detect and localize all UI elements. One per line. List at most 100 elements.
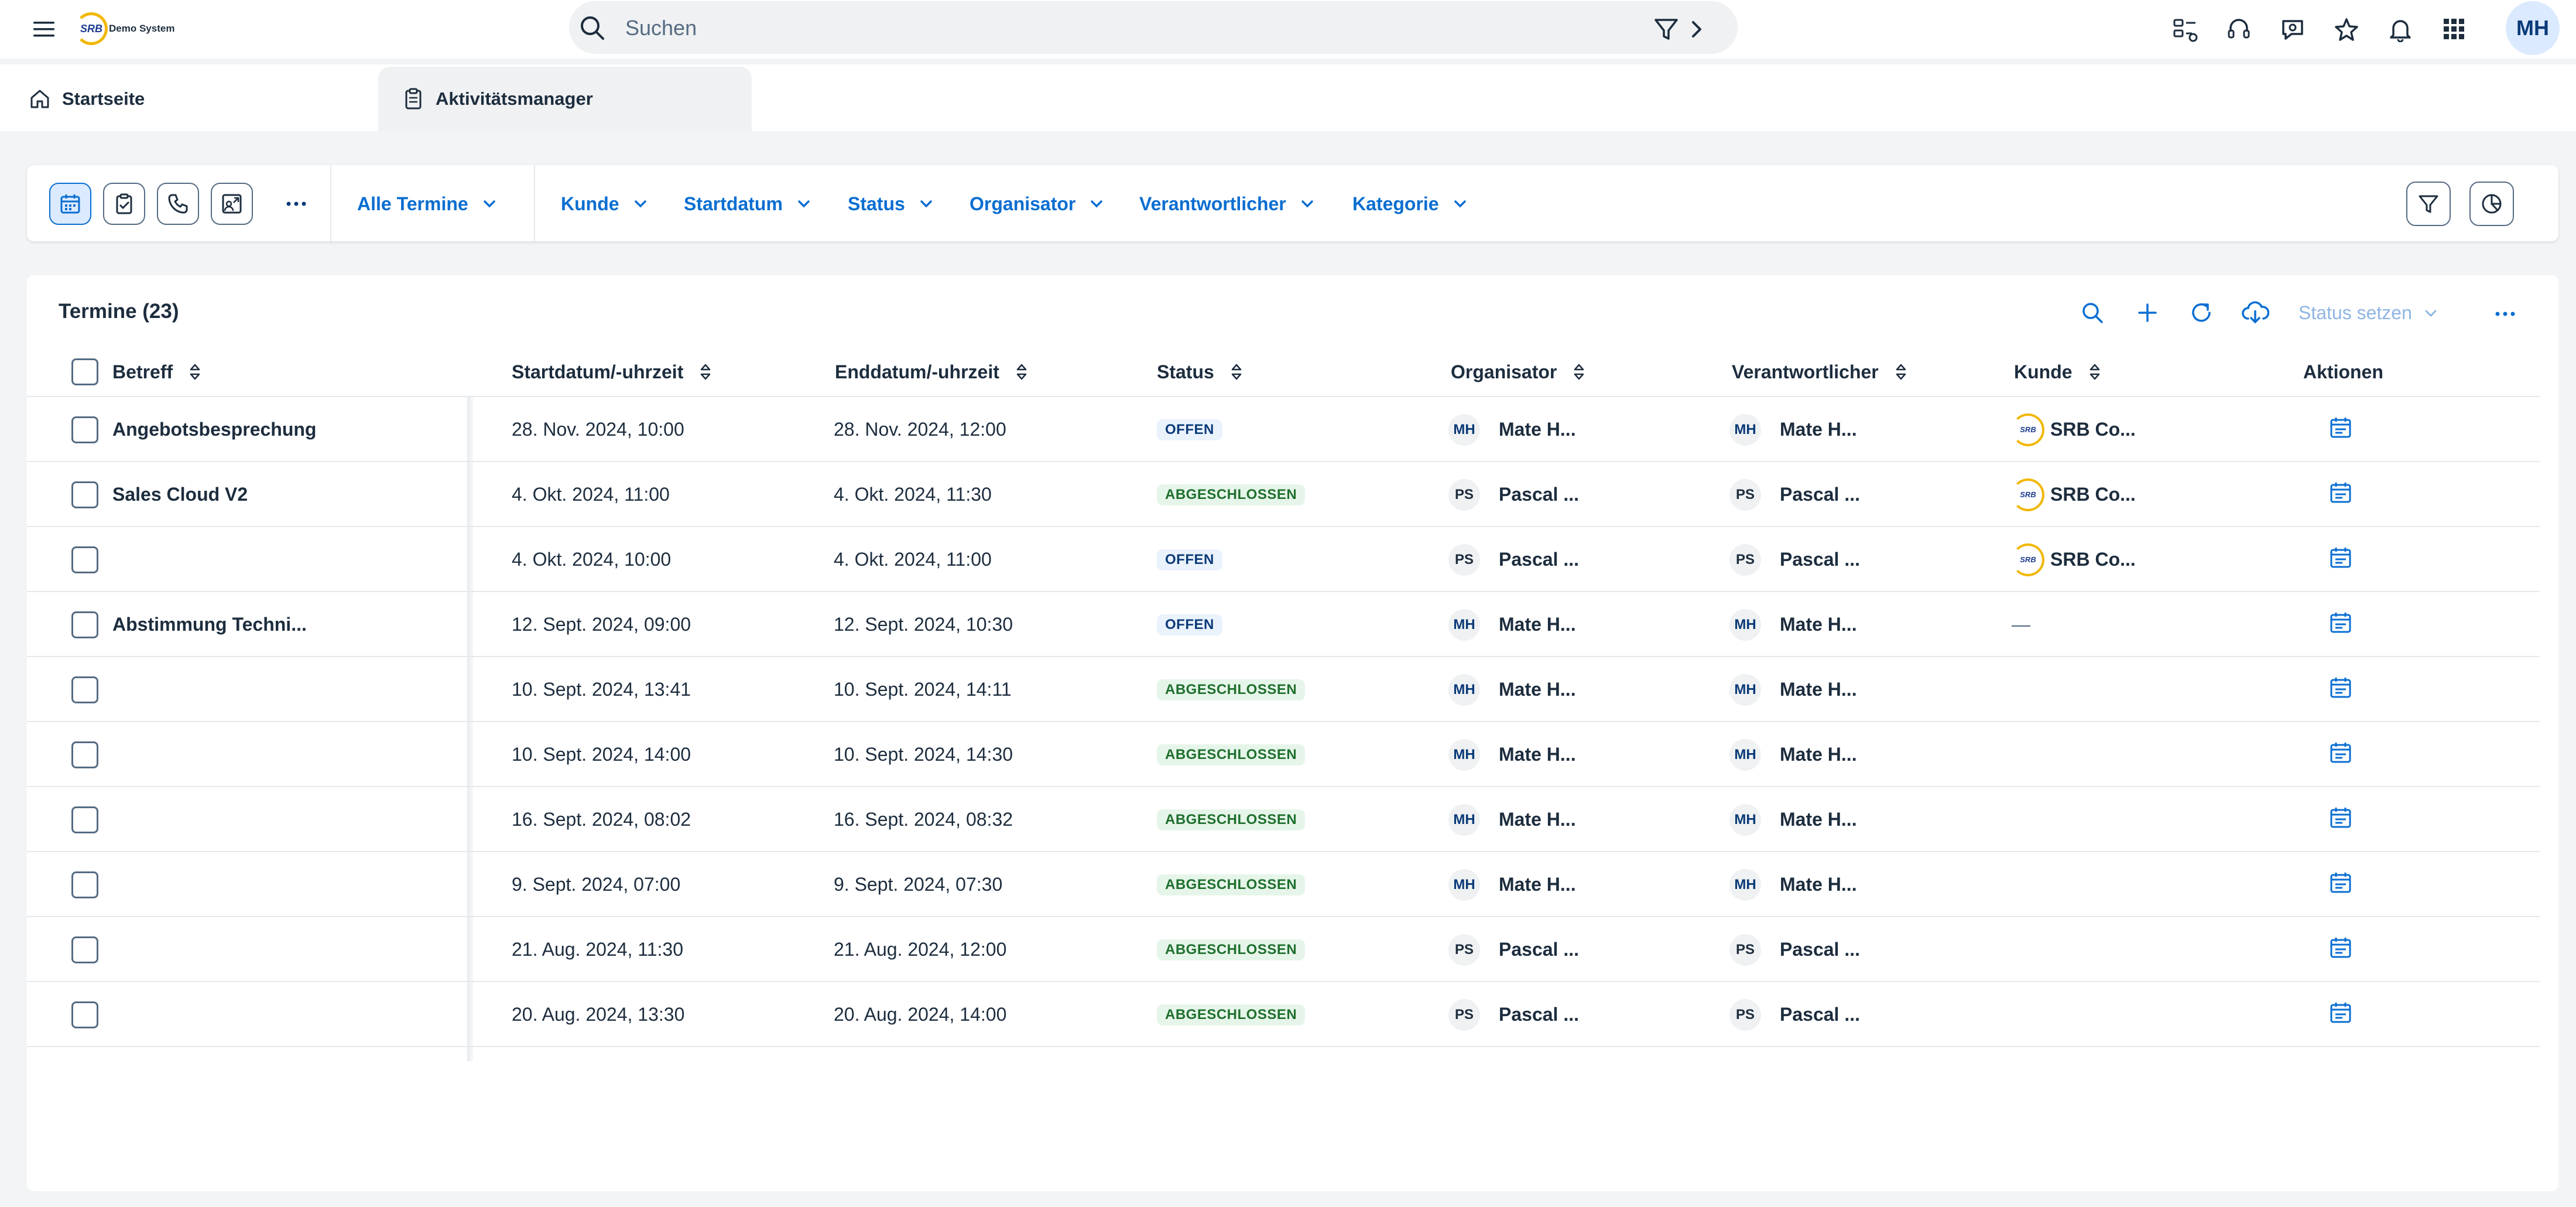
filter-kunde[interactable]: Kunde [561, 189, 649, 219]
tab-aktivitaetsmanager[interactable]: Aktivitätsmanager [378, 67, 752, 131]
headset-icon[interactable] [2222, 13, 2255, 46]
calendar-action-icon[interactable] [2328, 675, 2354, 705]
view-selector[interactable]: Alle Termine [357, 189, 498, 219]
tab-startseite[interactable]: Startseite [28, 67, 145, 131]
calendar-type-button[interactable] [49, 183, 91, 225]
filter-startdatum[interactable]: Startdatum [684, 189, 812, 219]
row-checkbox[interactable] [71, 871, 98, 898]
calendar-action-icon[interactable] [2328, 805, 2354, 835]
table-row[interactable]: Sales Cloud V2 4. Okt. 2024, 11:00 4. Okt.… [27, 462, 2540, 527]
table-row[interactable]: Angebotsbesprechung 28. Nov. 2024, 10:00 2… [27, 397, 2540, 462]
cell-kunde[interactable]: SRB SRB Co... [2012, 397, 2136, 462]
company-logo[interactable]: SRB Demo System [75, 11, 174, 47]
table-row[interactable]: Abstimmung Techni... 12. Sept. 2024, 09:0… [27, 592, 2540, 657]
table-row[interactable]: 10. Sept. 2024, 14:00 10. Sept. 2024, 14:… [27, 722, 2540, 787]
table-row[interactable]: 16. Sept. 2024, 08:02 16. Sept. 2024, 08:… [27, 787, 2540, 852]
cell-verantwortlicher[interactable]: MH Mate H... [1729, 722, 1857, 787]
bell-icon[interactable] [2384, 13, 2417, 46]
row-checkbox[interactable] [71, 936, 98, 963]
calendar-action-icon[interactable] [2328, 870, 2354, 900]
cell-verantwortlicher[interactable]: MH Mate H... [1729, 657, 1857, 722]
cell-kunde[interactable]: — [2012, 592, 2030, 657]
tasks-icon[interactable] [2169, 13, 2201, 46]
cell-organisator[interactable]: MH Mate H... [1448, 852, 1576, 917]
select-all-checkbox[interactable] [71, 358, 98, 385]
star-icon[interactable] [2330, 13, 2363, 46]
cell-organisator[interactable]: MH Mate H... [1448, 592, 1576, 657]
apps-grid-icon[interactable] [2438, 13, 2471, 46]
row-checkbox[interactable] [71, 676, 98, 703]
cell-organisator[interactable]: PS Pascal ... [1448, 982, 1579, 1047]
search-icon[interactable] [577, 13, 608, 43]
column-header-verantwortlicher[interactable]: Verantwortlicher [1732, 347, 1909, 397]
search-input[interactable] [625, 13, 1562, 43]
cell-verantwortlicher[interactable]: PS Pascal ... [1729, 917, 1860, 982]
calendar-action-icon[interactable] [2328, 610, 2354, 640]
cell-verantwortlicher[interactable]: PS Pascal ... [1729, 527, 1860, 592]
cell-verantwortlicher[interactable]: MH Mate H... [1729, 852, 1857, 917]
add-icon[interactable] [2132, 298, 2163, 328]
row-checkbox[interactable] [71, 546, 98, 573]
cell-organisator[interactable]: MH Mate H... [1448, 722, 1576, 787]
adapt-filters-button[interactable] [2406, 182, 2451, 226]
table-row[interactable]: 9. Sept. 2024, 07:00 9. Sept. 2024, 07:30… [27, 852, 2540, 917]
user-avatar[interactable]: MH [2506, 1, 2560, 55]
chevron-right-icon[interactable] [1684, 16, 1710, 42]
row-checkbox[interactable] [71, 741, 98, 768]
column-header-betreff[interactable]: Betreff [112, 347, 203, 397]
cell-organisator[interactable]: PS Pascal ... [1448, 917, 1579, 982]
table-row[interactable]: 4. Okt. 2024, 10:00 4. Okt. 2024, 11:00 OF… [27, 527, 2540, 592]
calendar-action-icon[interactable] [2328, 740, 2354, 770]
calendar-action-icon[interactable] [2328, 1000, 2354, 1030]
row-checkbox[interactable] [71, 806, 98, 833]
task-type-button[interactable] [103, 183, 145, 225]
cell-verantwortlicher[interactable]: PS Pascal ... [1729, 462, 1860, 527]
calendar-action-icon[interactable] [2328, 480, 2354, 510]
column-header-status[interactable]: Status [1157, 347, 1245, 397]
search-icon[interactable] [2077, 298, 2108, 328]
filter-status[interactable]: Status [848, 189, 934, 219]
calendar-action-icon[interactable] [2328, 415, 2354, 445]
cell-verantwortlicher[interactable]: PS Pascal ... [1729, 982, 1860, 1047]
chart-view-button[interactable] [2469, 182, 2514, 226]
column-header-organisator[interactable]: Organisator [1451, 347, 1587, 397]
cell-betreff[interactable]: Angebotsbesprechung [112, 419, 317, 440]
menu-icon[interactable] [29, 16, 59, 42]
filter-kategorie[interactable]: Kategorie [1352, 189, 1468, 219]
row-checkbox[interactable] [71, 481, 98, 508]
cell-organisator[interactable]: MH Mate H... [1448, 397, 1576, 462]
cell-kunde[interactable]: SRB SRB Co... [2012, 527, 2136, 592]
calendar-action-icon[interactable] [2328, 545, 2354, 575]
calendar-action-icon[interactable] [2328, 935, 2354, 965]
cell-organisator[interactable]: PS Pascal ... [1448, 462, 1579, 527]
filter-organisator[interactable]: Organisator [970, 189, 1105, 219]
cell-verantwortlicher[interactable]: MH Mate H... [1729, 787, 1857, 852]
filter-verantwortlicher[interactable]: Verantwortlicher [1139, 189, 1316, 219]
column-header-enddatum[interactable]: Enddatum/-uhrzeit [835, 347, 1030, 397]
feedback-icon[interactable] [2276, 13, 2309, 46]
column-header-startdatum[interactable]: Startdatum/-uhrzeit [512, 347, 714, 397]
cell-organisator[interactable]: PS Pascal ... [1448, 527, 1579, 592]
cell-organisator[interactable]: MH Mate H... [1448, 787, 1576, 852]
column-header-kunde[interactable]: Kunde [2014, 347, 2103, 397]
more-options-button[interactable] [2491, 302, 2520, 326]
filter-icon[interactable] [1652, 15, 1680, 43]
cell-organisator[interactable]: MH Mate H... [1448, 657, 1576, 722]
row-checkbox[interactable] [71, 1001, 98, 1028]
table-row[interactable]: 21. Aug. 2024, 11:30 21. Aug. 2024, 12:00… [27, 917, 2540, 982]
cell-betreff[interactable]: Abstimmung Techni... [112, 614, 307, 635]
row-checkbox[interactable] [71, 611, 98, 638]
table-row[interactable]: 10. Sept. 2024, 13:41 10. Sept. 2024, 14:… [27, 657, 2540, 722]
table-row[interactable]: 20. Aug. 2024, 13:30 20. Aug. 2024, 14:00… [27, 982, 2540, 1047]
cloud-download-icon[interactable] [2240, 298, 2270, 328]
cell-betreff[interactable]: Sales Cloud V2 [112, 484, 248, 505]
call-type-button[interactable] [157, 183, 199, 225]
refresh-icon[interactable] [2186, 298, 2217, 328]
row-checkbox[interactable] [71, 416, 98, 443]
status-setzen-button[interactable]: Status setzen [2298, 302, 2439, 324]
more-types-button[interactable] [279, 192, 314, 216]
share-type-button[interactable] [211, 183, 253, 225]
cell-kunde[interactable]: SRB SRB Co... [2012, 462, 2136, 527]
cell-verantwortlicher[interactable]: MH Mate H... [1729, 592, 1857, 657]
cell-verantwortlicher[interactable]: MH Mate H... [1729, 397, 1857, 462]
